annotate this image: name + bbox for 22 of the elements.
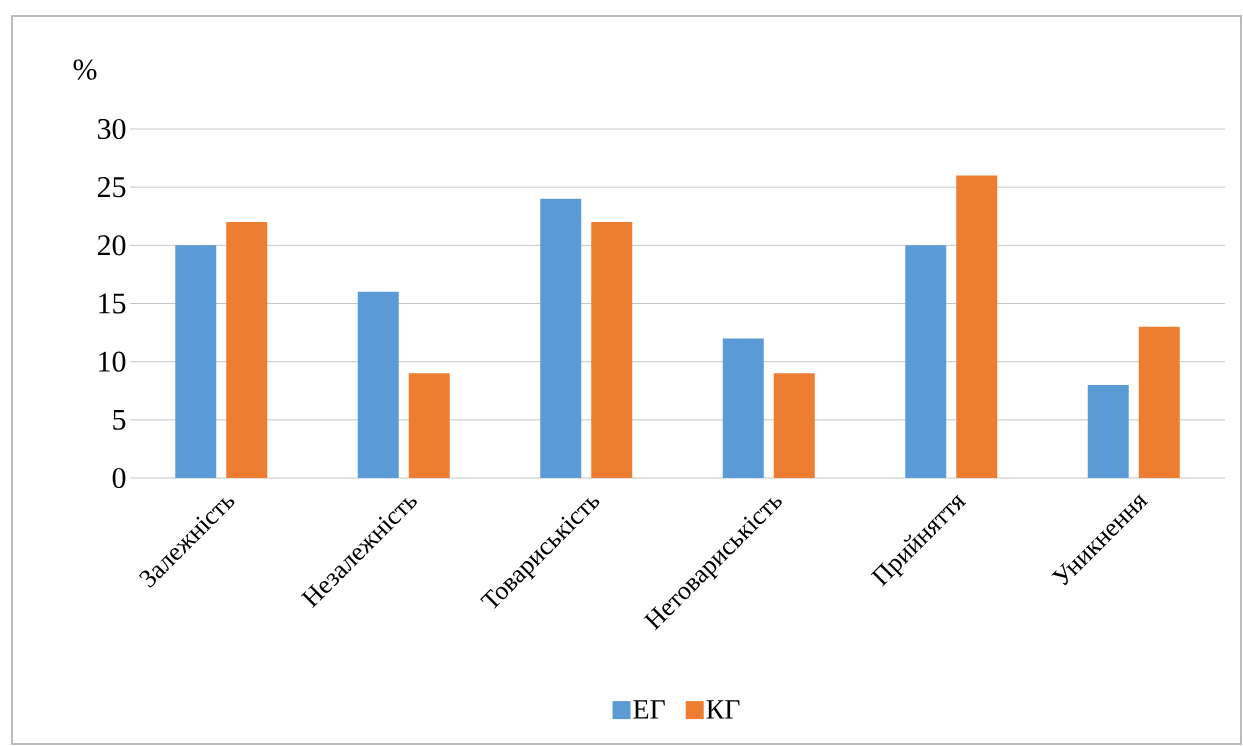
bar <box>722 338 764 478</box>
bar <box>357 291 399 478</box>
bar <box>956 175 998 478</box>
bar <box>175 245 217 478</box>
y-tick-label: 25 <box>97 177 126 198</box>
bar <box>226 222 268 478</box>
y-tick-label: 20 <box>97 235 126 256</box>
y-tick-label: 0 <box>112 467 126 489</box>
y-tick-label: 15 <box>99 293 126 314</box>
bar <box>408 373 450 478</box>
bar <box>1087 384 1129 478</box>
y-tick-label: 10 <box>99 351 126 372</box>
y-tick-label: 5 <box>113 409 126 430</box>
bar <box>905 245 947 478</box>
bar <box>540 198 582 478</box>
legend-label: ЕГ <box>633 700 665 719</box>
bar <box>591 222 633 478</box>
y-axis-title: % <box>73 59 97 80</box>
bar <box>1138 326 1180 478</box>
y-tick-label: 30 <box>98 118 126 140</box>
legend-label: КГ <box>706 700 740 719</box>
bar <box>773 373 815 478</box>
